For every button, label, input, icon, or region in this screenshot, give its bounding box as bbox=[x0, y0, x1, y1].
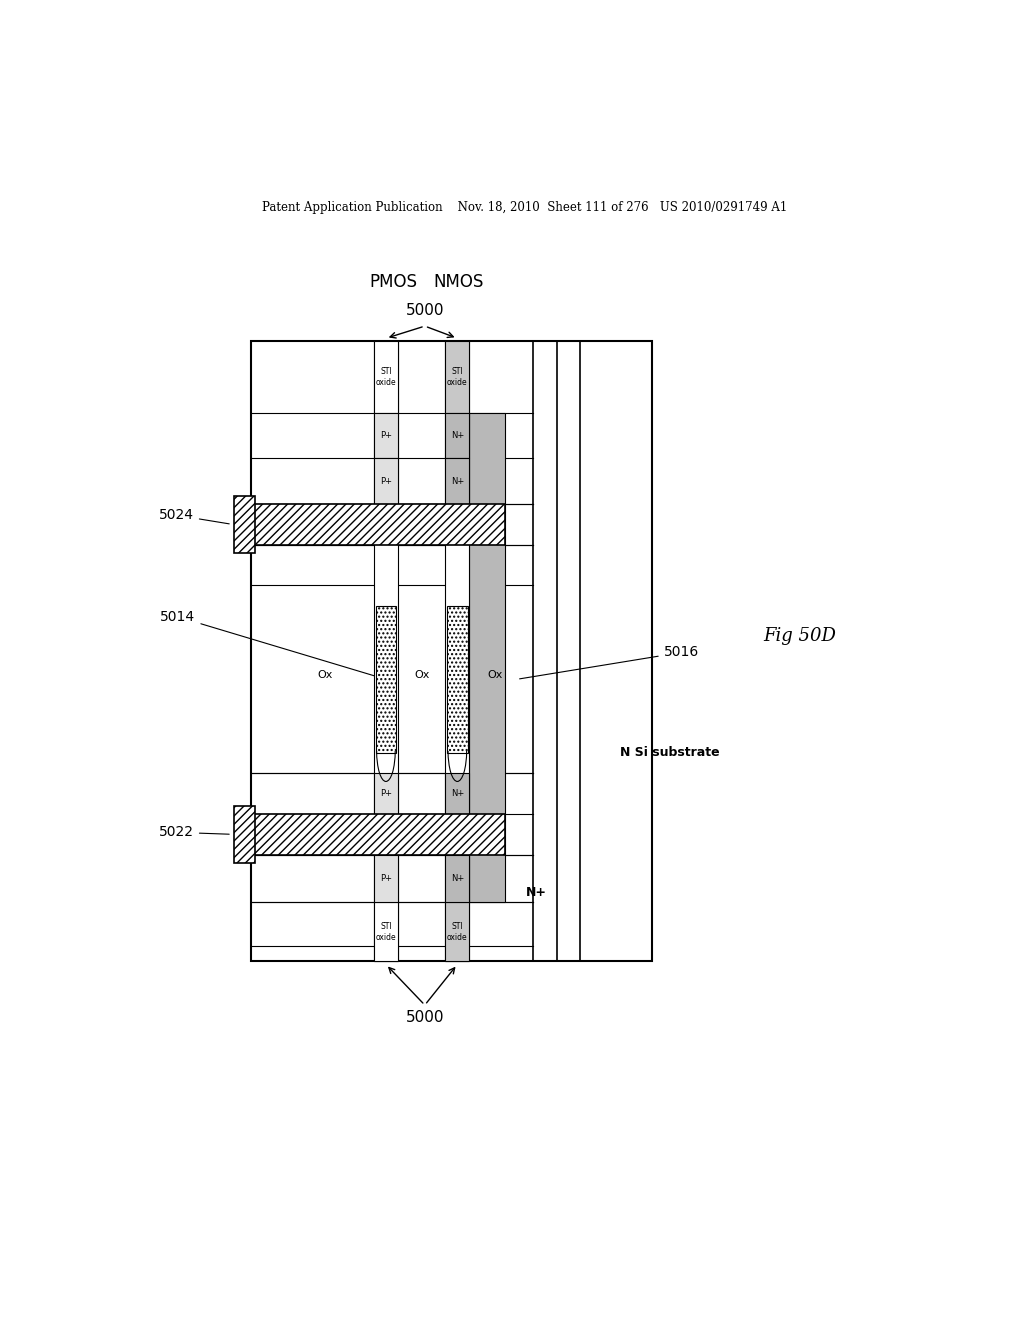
Bar bbox=[233, 805, 255, 863]
Bar bbox=[445, 458, 469, 504]
Bar bbox=[445, 342, 469, 961]
Bar bbox=[445, 903, 469, 961]
Text: 5014: 5014 bbox=[161, 610, 383, 678]
Bar bbox=[251, 504, 505, 545]
Bar bbox=[374, 903, 397, 961]
Text: STI
oxide: STI oxide bbox=[376, 923, 396, 941]
Text: N+: N+ bbox=[451, 874, 464, 883]
Text: 5016: 5016 bbox=[519, 645, 699, 678]
Text: P+: P+ bbox=[380, 430, 392, 440]
Bar bbox=[445, 412, 469, 458]
Bar bbox=[374, 774, 397, 814]
Text: N+: N+ bbox=[451, 789, 464, 799]
Bar bbox=[376, 606, 396, 752]
Text: 5022: 5022 bbox=[159, 825, 229, 840]
Text: P+: P+ bbox=[380, 789, 392, 799]
Text: P+: P+ bbox=[380, 874, 392, 883]
Text: NMOS: NMOS bbox=[434, 273, 484, 292]
Text: Ox: Ox bbox=[414, 669, 429, 680]
Bar bbox=[374, 854, 397, 903]
Text: 5024: 5024 bbox=[159, 508, 229, 524]
Bar bbox=[233, 496, 255, 553]
Text: STI
oxide: STI oxide bbox=[447, 923, 468, 941]
Bar bbox=[469, 413, 505, 903]
Text: Ox: Ox bbox=[317, 669, 333, 680]
Text: N+: N+ bbox=[526, 886, 547, 899]
Bar bbox=[445, 774, 469, 814]
Text: PMOS: PMOS bbox=[370, 273, 418, 292]
Text: Fig 50D: Fig 50D bbox=[763, 627, 836, 645]
Bar bbox=[445, 854, 469, 903]
Text: N+: N+ bbox=[451, 430, 464, 440]
Text: P+: P+ bbox=[380, 477, 392, 486]
Bar bbox=[374, 342, 397, 961]
Bar bbox=[251, 814, 505, 854]
Bar bbox=[447, 606, 468, 752]
Bar bbox=[374, 342, 397, 412]
Text: Ox: Ox bbox=[487, 669, 503, 680]
Text: STI
oxide: STI oxide bbox=[447, 367, 468, 387]
Text: STI
oxide: STI oxide bbox=[376, 367, 396, 387]
Text: 5000: 5000 bbox=[406, 304, 444, 318]
Text: Patent Application Publication    Nov. 18, 2010  Sheet 111 of 276   US 2010/0291: Patent Application Publication Nov. 18, … bbox=[262, 201, 787, 214]
Text: 5000: 5000 bbox=[406, 1010, 444, 1024]
Bar bbox=[251, 342, 652, 961]
Bar bbox=[445, 342, 469, 412]
Bar bbox=[374, 412, 397, 458]
Bar bbox=[374, 458, 397, 504]
Text: N Si substrate: N Si substrate bbox=[620, 747, 720, 759]
Text: N+: N+ bbox=[451, 477, 464, 486]
